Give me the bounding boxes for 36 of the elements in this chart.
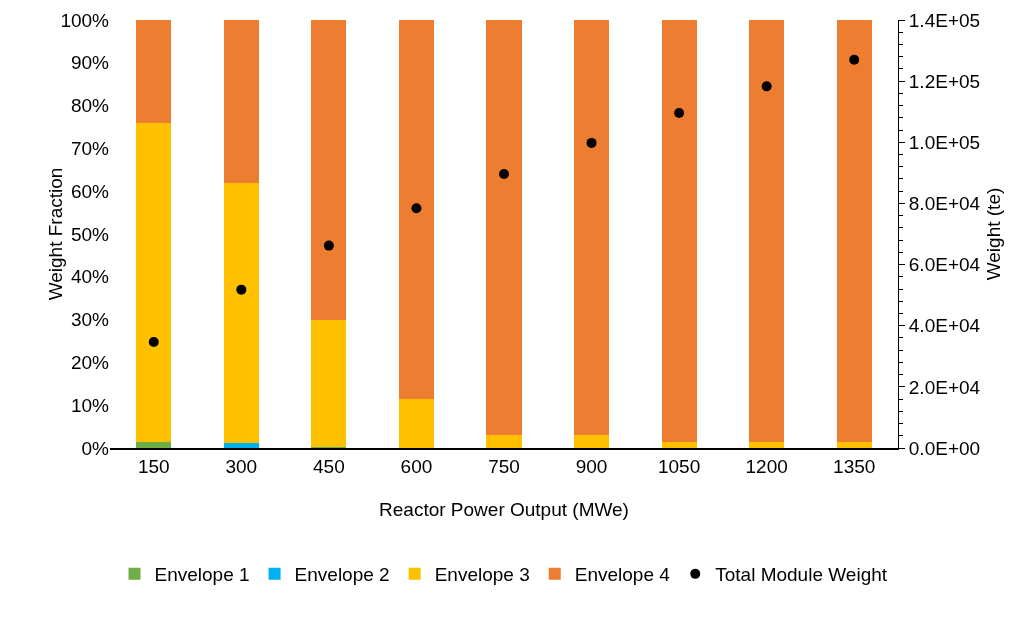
y-tick-label: 50% bbox=[70, 223, 110, 245]
legend-label: Envelope 4 bbox=[574, 564, 671, 586]
y-tick-label: 0% bbox=[81, 437, 110, 459]
y2-tick-label: 2.0E+04 bbox=[908, 376, 981, 398]
y-tick-label: 20% bbox=[70, 352, 110, 374]
y2-tick-label: 1.4E+05 bbox=[908, 9, 981, 31]
legend-label: Total Module Weight bbox=[715, 564, 888, 586]
x-tick-label: 1200 bbox=[745, 455, 788, 477]
y-tick-label: 70% bbox=[70, 138, 110, 160]
y2-tick-label: 6.0E+04 bbox=[908, 254, 981, 276]
x-tick-label: 1050 bbox=[657, 455, 701, 477]
y-axis-title: Weight Fraction bbox=[45, 167, 66, 301]
y2-tick-label: 8.0E+04 bbox=[908, 193, 981, 215]
y-tick-label: 80% bbox=[70, 95, 110, 117]
y-tick-label: 30% bbox=[70, 309, 110, 331]
y-tick-label: 40% bbox=[70, 266, 110, 288]
y2-tick-label: 1.2E+05 bbox=[908, 70, 981, 92]
y2-tick-label: 1.0E+05 bbox=[908, 131, 981, 153]
legend-label: Envelope 3 bbox=[434, 564, 530, 586]
x-axis-title: Reactor Power Output (MWe) bbox=[379, 499, 629, 520]
x-tick-label: 900 bbox=[575, 455, 608, 477]
x-tick-label: 1350 bbox=[833, 455, 876, 477]
legend-label: Envelope 2 bbox=[294, 564, 390, 586]
y2-tick-label: 4.0E+04 bbox=[908, 315, 981, 337]
legend-label: Envelope 1 bbox=[154, 564, 250, 586]
y2-tick-label: 0.0E+00 bbox=[908, 437, 981, 459]
x-tick-label: 450 bbox=[313, 455, 345, 477]
x-tick-label: 600 bbox=[400, 455, 433, 477]
y-tick-label: 10% bbox=[70, 394, 110, 416]
y-tick-label: 100% bbox=[60, 9, 110, 31]
x-tick-label: 750 bbox=[488, 455, 520, 477]
x-tick-label: 300 bbox=[225, 455, 258, 477]
x-tick-label: 150 bbox=[137, 455, 170, 477]
y2-axis-title: Weight (te) bbox=[982, 187, 1004, 281]
y-tick-label: 90% bbox=[70, 52, 110, 74]
y-tick-label: 60% bbox=[70, 180, 110, 202]
